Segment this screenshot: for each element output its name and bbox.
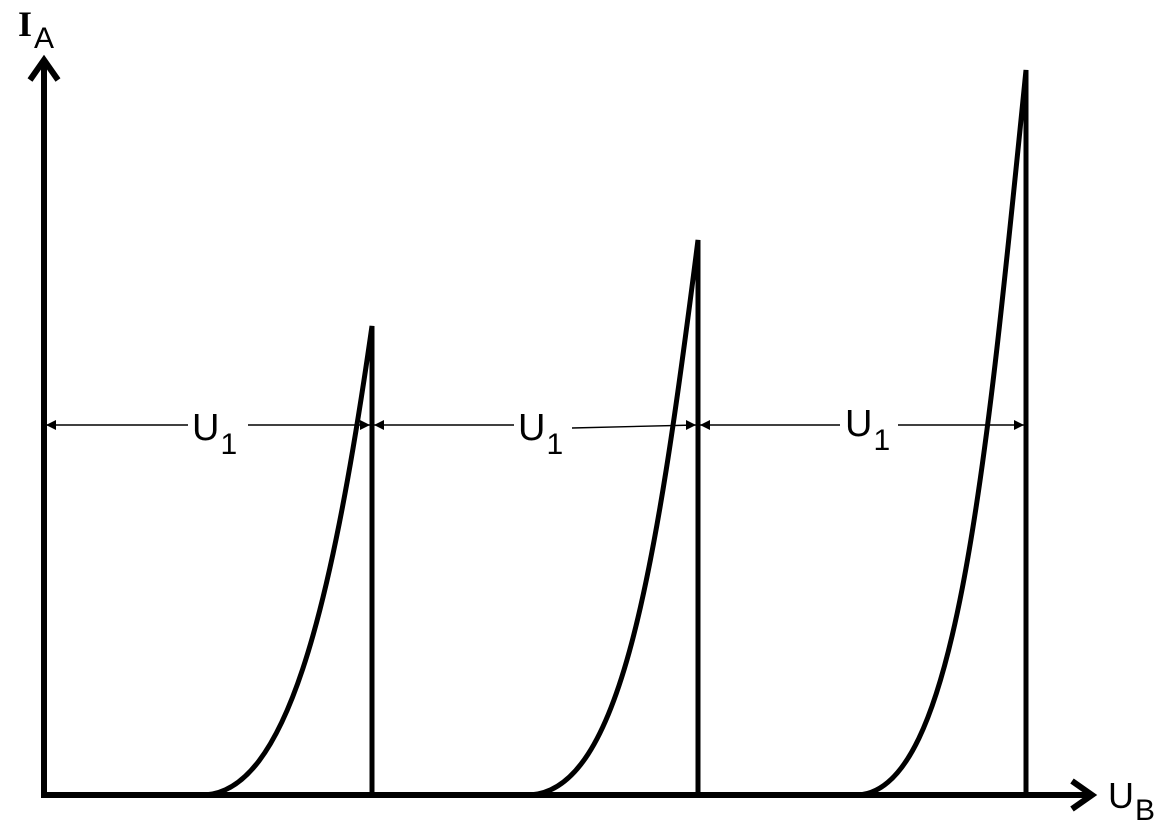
spacing-3-arrow-right [1014,420,1024,430]
peak-3-curve [857,69,1029,798]
x-axis-subscript: B [1135,794,1155,827]
spacing-3-subscript: 1 [873,424,890,457]
spacing-2-arrow-right [686,420,696,430]
spacing-2-subscript: 1 [546,428,563,461]
peak-1-curve [204,325,375,798]
peak-curves [204,69,1029,798]
spacing-2-symbol: U [518,407,545,449]
spacing-3-symbol: U [845,403,872,445]
spacing-3-arrow-left [700,420,710,430]
y-axis-label: IA [18,4,54,55]
spacing-2-arrow-left [374,420,384,430]
spacing-1-subscript: 1 [220,428,237,461]
spacing-arrowheads [46,420,1024,430]
spacing-2-label: U1 [518,407,563,461]
x-axis-label: UB [1108,775,1155,827]
y-axis-symbol: I [18,4,32,44]
x-axis-symbol: U [1108,775,1134,816]
spacing-1-symbol: U [192,407,219,449]
x-axis-arrowhead [1070,778,1098,812]
spacing-1-arrow-right [360,420,370,430]
spacing-1-arrow-left [46,420,56,430]
spacing-2-line-right [571,424,697,429]
y-axis-subscript: A [34,22,54,55]
y-axis-arrowhead [27,54,61,82]
spacing-3-label: U1 [845,403,890,457]
spacing-lines [46,424,1024,429]
peak-2-curve [529,239,701,798]
spacing-1-label: U1 [192,407,237,461]
